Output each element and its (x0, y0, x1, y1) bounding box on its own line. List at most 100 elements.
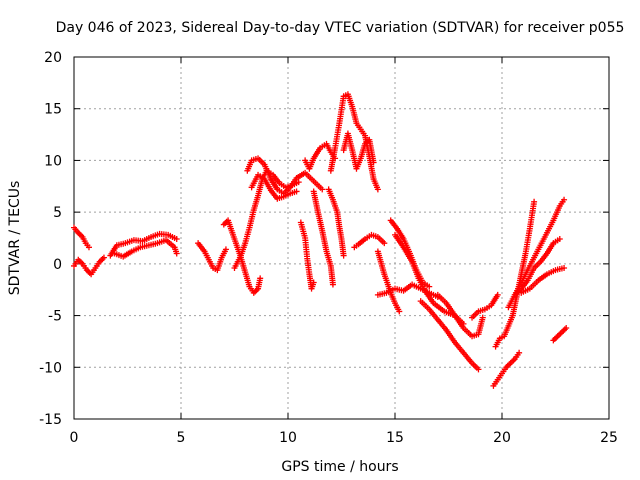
data-point (276, 180, 283, 187)
data-point (417, 285, 424, 292)
y-tick-label: 0 (53, 257, 62, 273)
data-point (293, 175, 300, 182)
data-point (218, 254, 225, 261)
marker-fill (561, 326, 568, 333)
data-point (171, 244, 178, 251)
data-point (222, 246, 229, 253)
data-point (400, 287, 407, 294)
data-point (522, 250, 529, 257)
data-point (475, 308, 482, 315)
data-point (357, 126, 364, 133)
data-point (362, 140, 369, 147)
data-point (531, 254, 538, 261)
data-point (434, 316, 441, 323)
data-point (469, 360, 476, 367)
y-axis-label: SDTVAR / TECUs (7, 181, 23, 296)
marker-fill (551, 336, 558, 343)
data-point (387, 217, 394, 224)
data-point (550, 337, 557, 344)
data-point (173, 250, 180, 257)
chart-title: Day 046 of 2023, Sidereal Day-to-day VTE… (56, 20, 625, 36)
data-point (128, 248, 135, 255)
y-tick-label: 20 (44, 50, 62, 66)
series-arc-h (244, 155, 326, 197)
data-point (481, 306, 488, 313)
data-point (205, 256, 212, 263)
series-arc-c (107, 230, 180, 259)
series-arc-m (325, 186, 347, 259)
series-arc-j (297, 219, 317, 292)
data-point (280, 193, 287, 200)
data-point (302, 157, 309, 164)
marker-fill (85, 268, 92, 275)
data-point (340, 252, 347, 259)
data-point (409, 258, 416, 265)
data-point (460, 324, 467, 331)
data-point (507, 360, 514, 367)
x-axis-ticks: 0 5 10 15 20 25 (70, 57, 618, 446)
data-point (434, 291, 441, 298)
data-point (255, 155, 262, 162)
data-point (267, 187, 274, 194)
data-point (145, 242, 152, 249)
data-point (499, 370, 505, 377)
data-point (242, 269, 249, 276)
data-point (310, 155, 317, 162)
data-point (242, 240, 249, 247)
data-point (246, 224, 253, 231)
data-point (248, 157, 255, 164)
y-tick-label: 10 (44, 153, 62, 169)
series-arc-t (374, 281, 441, 300)
marker-fill (76, 258, 83, 265)
data-point (314, 209, 321, 216)
data-point (113, 242, 120, 249)
data-point (327, 262, 334, 269)
data-point (351, 244, 358, 251)
data-point (336, 223, 343, 230)
data-point (71, 262, 77, 269)
data-point (214, 267, 221, 274)
data-point (543, 271, 550, 278)
data-point (488, 302, 495, 309)
data-point (340, 147, 347, 154)
data-point (563, 324, 570, 331)
marker-fill (556, 331, 563, 338)
data-point (524, 267, 531, 274)
data-point (344, 130, 351, 137)
data-point (329, 281, 336, 288)
data-point (237, 252, 244, 259)
data-point (430, 300, 437, 307)
data-point (261, 176, 268, 183)
data-point (317, 145, 324, 152)
data-point (451, 312, 458, 319)
data-point (257, 275, 264, 282)
data-point (302, 235, 309, 241)
data-point (302, 169, 309, 176)
series-arc-p (351, 231, 388, 251)
data-point (255, 285, 262, 292)
series-arc-a (71, 224, 92, 251)
data-point (374, 186, 381, 193)
data-point (173, 236, 180, 243)
y-tick-label: -15 (39, 412, 62, 428)
data-point (201, 248, 208, 255)
data-point (325, 186, 332, 193)
y-axis-ticks: -15 -10 -5 0 5 10 15 20 (39, 50, 609, 428)
data-point (492, 343, 499, 350)
data-point (554, 333, 561, 340)
data-point (526, 225, 533, 232)
plot-frame (73, 56, 610, 420)
data-point (250, 207, 257, 214)
data-point (349, 103, 356, 110)
data-point (304, 255, 311, 262)
data-point (392, 285, 398, 292)
data-point (338, 236, 345, 243)
data-point (558, 329, 565, 336)
data-point (501, 333, 508, 340)
series-arc-e (195, 240, 229, 274)
data-point (353, 165, 360, 172)
data-point (100, 254, 107, 261)
marker-fill (506, 361, 513, 368)
data-point (535, 277, 542, 284)
y-tick-label: 15 (44, 102, 62, 118)
